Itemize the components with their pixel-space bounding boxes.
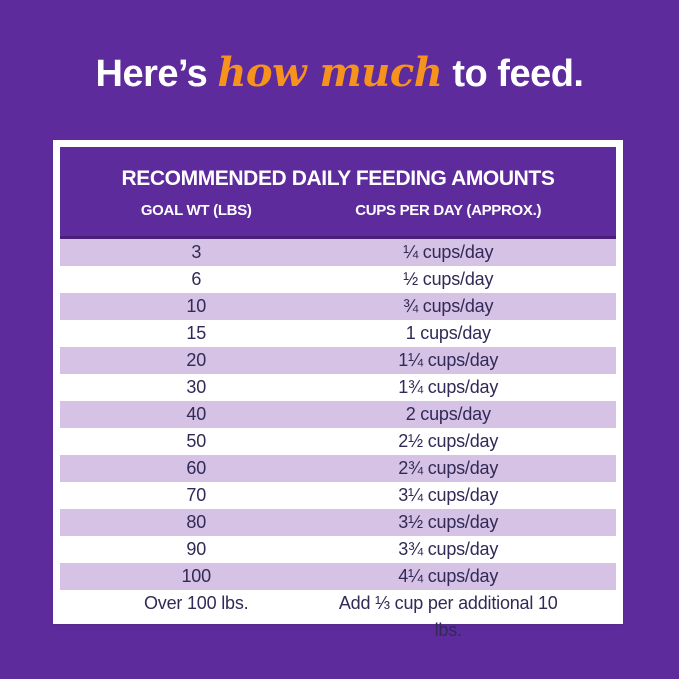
goal-weight-cell: 100: [181, 566, 212, 586]
column-header-goal-wt: GOAL WT (LBS): [140, 202, 252, 219]
goal-weight-cell: 80: [186, 512, 207, 532]
table-row: 90 3¾ cups/day: [60, 536, 616, 563]
goal-weight-cell: 15: [186, 323, 207, 343]
cups-per-day-cell: 2 cups/day: [405, 404, 491, 424]
table-row: 15 1 cups/day: [60, 320, 616, 347]
cups-per-day-cell: 1¼ cups/day: [398, 350, 499, 370]
cups-per-day-cell: ½ cups/day: [403, 269, 494, 289]
column-headers: GOAL WT (LBS) CUPS PER DAY (APPROX.): [60, 202, 616, 219]
title-part-emphasis: how much: [217, 49, 443, 96]
goal-weight-cell: 30: [186, 377, 207, 397]
table-row: 30 1¾ cups/day: [60, 374, 616, 401]
goal-weight-cell: 10: [186, 296, 207, 316]
cups-per-day-cell: 1¾ cups/day: [398, 377, 499, 397]
table-row: 80 3½ cups/day: [60, 509, 616, 536]
table-row: 3 ¼ cups/day: [60, 239, 616, 266]
table-row: 40 2 cups/day: [60, 401, 616, 428]
cups-per-day-cell: 3¾ cups/day: [398, 539, 499, 559]
table-row: 10 ¾ cups/day: [60, 293, 616, 320]
table-row: 60 2¾ cups/day: [60, 455, 616, 482]
goal-weight-cell: 40: [186, 404, 207, 424]
cups-per-day-cell: Add ⅓ cup per additional 10 lbs.: [338, 593, 558, 640]
cups-per-day-cell: 3¼ cups/day: [398, 485, 499, 505]
table-row: Over 100 lbs. Add ⅓ cup per additional 10…: [60, 590, 616, 640]
table-header: RECOMMENDED DAILY FEEDING AMOUNTS GOAL W…: [60, 147, 616, 239]
page-title: Here’s how much to feed.: [0, 48, 679, 99]
cups-per-day-cell: 2½ cups/day: [398, 431, 499, 451]
cups-per-day-cell: ¾ cups/day: [403, 296, 494, 316]
table-row: 6 ½ cups/day: [60, 266, 616, 293]
goal-weight-cell: 3: [191, 242, 202, 262]
table-row: 70 3¼ cups/day: [60, 482, 616, 509]
goal-weight-cell: 50: [186, 431, 207, 451]
goal-weight-cell: 70: [186, 485, 207, 505]
column-header-cups-per-day: CUPS PER DAY (APPROX.): [355, 202, 542, 219]
feeding-chart-card: RECOMMENDED DAILY FEEDING AMOUNTS GOAL W…: [53, 140, 623, 640]
goal-weight-cell: Over 100 lbs.: [143, 593, 249, 613]
goal-weight-cell: 20: [186, 350, 207, 370]
cups-per-day-cell: 1 cups/day: [405, 323, 491, 343]
cups-per-day-cell: 4¼ cups/day: [398, 566, 499, 586]
title-part-3: to feed.: [442, 53, 584, 95]
title-part-1: Here’s: [95, 53, 218, 95]
cups-per-day-cell: 3½ cups/day: [398, 512, 499, 532]
table-title: RECOMMENDED DAILY FEEDING AMOUNTS: [121, 167, 555, 190]
table-row: 50 2½ cups/day: [60, 428, 616, 455]
table-row: 20 1¼ cups/day: [60, 347, 616, 374]
cups-per-day-cell: ¼ cups/day: [403, 242, 494, 262]
goal-weight-cell: 60: [186, 458, 207, 478]
table-row: 100 4¼ cups/day: [60, 563, 616, 590]
cups-per-day-cell: 2¾ cups/day: [398, 458, 499, 478]
goal-weight-cell: 6: [191, 269, 202, 289]
goal-weight-cell: 90: [186, 539, 207, 559]
